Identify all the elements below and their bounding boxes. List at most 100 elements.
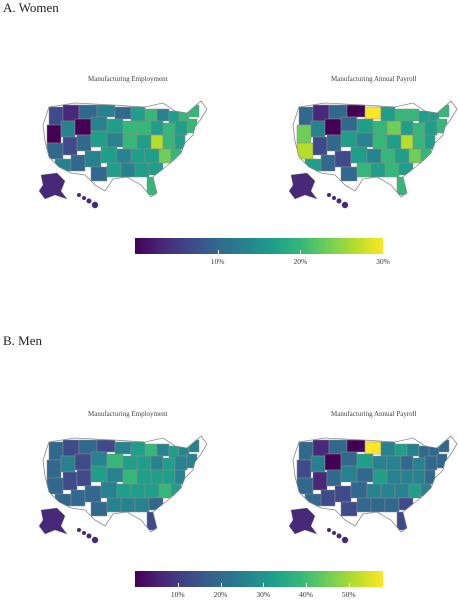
state-region: [90, 465, 108, 483]
legend-tick-mark: [263, 583, 265, 587]
state-region: [356, 118, 374, 134]
state-region: [412, 134, 426, 150]
state-region: [106, 497, 122, 513]
hawaii-island: [82, 531, 86, 535]
state-region: [340, 130, 358, 148]
state-region: [370, 497, 386, 513]
us-outline: [292, 435, 458, 533]
state-region: [356, 162, 372, 178]
state-region: [134, 162, 150, 178]
state-region: [312, 471, 328, 491]
legend-tick-mark: [306, 583, 308, 587]
state-region: [162, 122, 176, 136]
state-region: [136, 120, 152, 136]
hawaii-island: [336, 198, 342, 204]
state-region: [312, 439, 330, 457]
state-region: [150, 469, 164, 485]
state-region: [116, 483, 132, 499]
state-region: [70, 489, 86, 507]
state-region: [162, 457, 176, 471]
state-region: [84, 150, 102, 168]
legend-tick-label: 10%: [170, 590, 185, 599]
state-region: [340, 465, 358, 483]
state-region: [90, 451, 108, 467]
state-region: [162, 469, 176, 485]
state-region: [310, 455, 326, 473]
hawaii-island: [77, 528, 81, 532]
alaska-region: [288, 172, 318, 200]
us-outline: [42, 435, 208, 533]
state-region: [380, 441, 396, 457]
hawaii-island: [77, 193, 81, 197]
state-region: [106, 162, 122, 178]
continental-states: [296, 439, 450, 531]
state-region: [424, 120, 438, 136]
state-region: [384, 162, 400, 178]
legend-tick-mark: [177, 583, 179, 587]
state-region: [326, 469, 342, 487]
state-region: [150, 455, 164, 471]
legend-tick-mark: [300, 250, 302, 254]
state-region: [96, 439, 116, 453]
state-region: [356, 467, 374, 483]
state-region: [60, 455, 76, 473]
state-region: [324, 118, 342, 136]
state-region: [136, 455, 152, 471]
state-region: [424, 455, 438, 471]
state-region: [90, 501, 108, 517]
state-region: [334, 150, 352, 168]
state-region: [60, 120, 76, 138]
state-region: [380, 148, 396, 164]
alaska-region: [38, 172, 68, 200]
continental-states: [296, 104, 450, 196]
state-region: [122, 469, 138, 485]
hawaii-island: [327, 528, 331, 532]
state-region: [386, 134, 402, 150]
state-region: [96, 104, 116, 118]
color-legend-women: [135, 238, 383, 254]
state-region: [406, 108, 420, 122]
state-region: [70, 154, 86, 172]
state-region: [90, 116, 108, 132]
state-region: [76, 134, 92, 152]
state-region: [74, 453, 92, 471]
legend-tick-mark: [220, 583, 222, 587]
hawaii-island: [91, 201, 99, 209]
state-region: [400, 455, 414, 471]
state-region: [408, 148, 422, 164]
state-region: [394, 443, 408, 457]
state-region: [356, 497, 372, 513]
hawaii-island: [332, 531, 336, 535]
state-region: [74, 118, 92, 136]
state-region: [144, 483, 160, 499]
state-region: [350, 481, 368, 499]
state-region: [386, 120, 402, 136]
state-region: [398, 162, 414, 176]
legend-tick-label: 30%: [376, 257, 390, 266]
map-title-men-payroll: Manufacturing Annual Payroll: [331, 410, 417, 418]
state-region: [380, 106, 396, 122]
us-map-men-payroll: [288, 435, 458, 544]
state-region: [158, 148, 172, 164]
state-region: [144, 443, 158, 457]
state-region: [62, 136, 78, 156]
state-region: [384, 497, 400, 513]
state-region: [100, 146, 118, 164]
state-region: [116, 148, 132, 164]
map-title-men-employment: Manufacturing Employment: [88, 410, 168, 418]
state-region: [130, 106, 146, 122]
state-region: [310, 120, 326, 138]
state-region: [130, 483, 146, 499]
state-region: [296, 124, 312, 144]
state-region: [46, 142, 64, 160]
legend-tick-label: 20%: [293, 257, 308, 266]
state-region: [122, 120, 138, 136]
hawaii-island: [332, 196, 336, 200]
us-outline: [292, 100, 458, 198]
hawaii-island: [82, 196, 86, 200]
state-region: [400, 469, 414, 485]
legend-tick-mark: [217, 250, 219, 254]
legend-tick-label: 50%: [341, 590, 356, 599]
state-region: [312, 104, 330, 122]
state-region: [340, 166, 358, 182]
